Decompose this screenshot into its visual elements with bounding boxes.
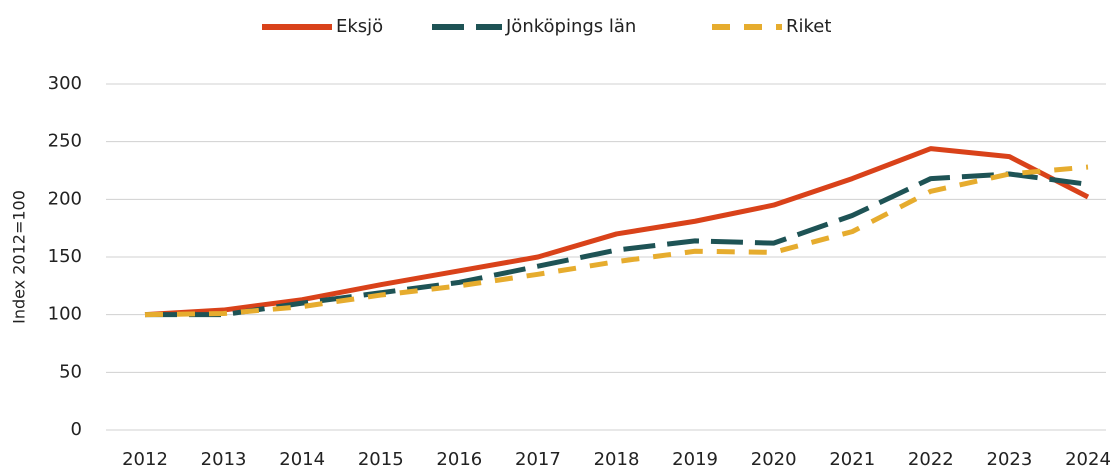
x-tick-label: 2012 — [122, 449, 168, 470]
x-tick-label: 2016 — [436, 449, 482, 470]
x-tick-label: 2018 — [594, 449, 640, 470]
x-tick-label: 2014 — [279, 449, 325, 470]
x-tick-label: 2020 — [751, 449, 797, 470]
legend-label: Riket — [786, 16, 831, 37]
x-tick-label: 2015 — [358, 449, 404, 470]
y-tick-label: 200 — [48, 188, 82, 209]
x-tick-label: 2024 — [1065, 449, 1111, 470]
x-tick-label: 2017 — [515, 449, 561, 470]
x-tick-label: 2022 — [908, 449, 954, 470]
legend-label: Eksjö — [336, 16, 383, 37]
line-series — [145, 171, 1089, 318]
y-tick-label: 50 — [59, 361, 82, 382]
line-series — [144, 146, 1090, 318]
y-axis-label: Index 2012=100 — [10, 190, 29, 324]
y-tick-label: 300 — [48, 73, 82, 94]
y-tick-label: 150 — [48, 246, 82, 267]
y-tick-label: 250 — [48, 131, 82, 152]
x-tick-label: 2013 — [201, 449, 247, 470]
x-tick-label: 2023 — [987, 449, 1033, 470]
x-tick-label: 2021 — [829, 449, 875, 470]
y-tick-label: 100 — [48, 304, 82, 325]
legend-label: Jönköpings län — [505, 16, 636, 37]
line-series — [144, 164, 1089, 318]
y-tick-label: 0 — [71, 419, 82, 440]
x-tick-label: 2019 — [672, 449, 718, 470]
